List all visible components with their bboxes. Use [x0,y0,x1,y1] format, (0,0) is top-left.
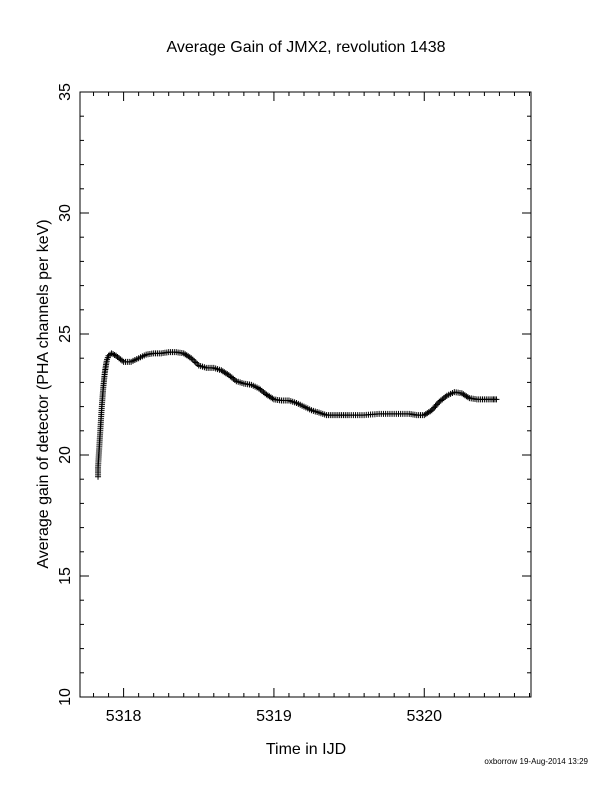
y-tick-label: 10 [57,688,74,706]
axis-ticks [80,91,531,698]
data-point [432,402,439,409]
chart-title: Average Gain of JMX2, revolution 1438 [167,39,446,56]
data-point [435,400,442,407]
y-tick-label: 15 [57,567,74,585]
data-point [430,405,437,412]
x-axis-label: Time in IJD [266,741,346,758]
data-point [431,404,438,411]
y-tick-label: 25 [57,325,74,343]
plot-frame [79,91,532,698]
x-tick-label: 5320 [406,708,442,725]
data-point [191,358,198,365]
y-tick-label: 20 [57,446,74,464]
data-point [192,359,199,366]
axis-tick-labels: 10 15 20 25 30 35 5318 5319 5320 [57,83,442,725]
x-tick-label: 5318 [106,708,142,725]
data-points [95,349,500,480]
x-tick-label: 5319 [256,708,292,725]
y-axis-label: Average gain of detector (PHA channels p… [35,219,52,568]
footer-credit: oxborrow 19-Aug-2014 13:29 [484,757,588,766]
y-tick-label: 30 [57,204,74,222]
y-tick-label: 35 [57,83,74,101]
data-point [433,401,440,408]
data-point [493,396,500,403]
data-point [428,407,435,414]
